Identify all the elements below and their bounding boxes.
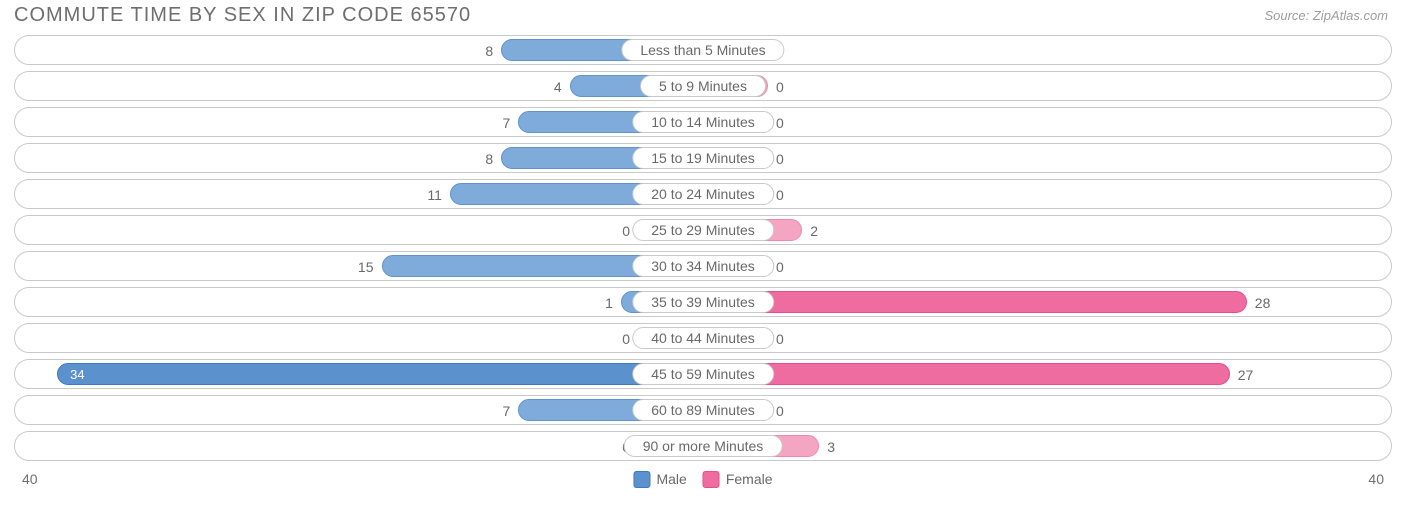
- male-value: 15: [358, 252, 374, 282]
- chart-header: Commute Time by Sex in Zip Code 65570 So…: [0, 0, 1406, 35]
- male-value: 11: [427, 180, 442, 210]
- female-value: 0: [776, 108, 784, 138]
- legend-female-label: Female: [726, 471, 773, 487]
- female-value: 0: [776, 72, 784, 102]
- male-value: 1: [605, 288, 613, 318]
- category-label: 45 to 59 Minutes: [632, 363, 774, 385]
- chart-area: Less than 5 Minutes805 to 9 Minutes4010 …: [0, 35, 1406, 461]
- chart-row: 25 to 29 Minutes0 2: [14, 215, 1392, 245]
- female-value: 0: [776, 252, 784, 282]
- female-value: 0: [776, 144, 784, 174]
- female-value: 3: [827, 432, 835, 462]
- female-value: 27: [1238, 360, 1254, 390]
- category-label: 15 to 19 Minutes: [632, 147, 774, 169]
- male-value: 0: [622, 324, 630, 354]
- chart-row: 10 to 14 Minutes 7 0: [14, 107, 1392, 137]
- axis-max-left: 40: [22, 471, 38, 487]
- male-value: 0: [622, 216, 630, 246]
- chart-row: 35 to 39 Minutes 1 28: [14, 287, 1392, 317]
- category-label: 5 to 9 Minutes: [640, 75, 766, 97]
- category-label: 25 to 29 Minutes: [632, 219, 774, 241]
- chart-source: Source: ZipAtlas.com: [1264, 8, 1388, 23]
- female-bar: [703, 363, 1230, 385]
- male-value: 34: [70, 360, 84, 390]
- category-label: 20 to 24 Minutes: [632, 183, 774, 205]
- chart-row: 30 to 34 Minutes 15 0: [14, 251, 1392, 281]
- chart-row: 45 to 59 Minutes 34 27: [14, 359, 1392, 389]
- category-label: 60 to 89 Minutes: [632, 399, 774, 421]
- male-value: 4: [554, 72, 562, 102]
- male-bar: [57, 363, 703, 385]
- chart-row: 20 to 24 Minutes 11 0: [14, 179, 1392, 209]
- chart-title: Commute Time by Sex in Zip Code 65570: [14, 4, 471, 27]
- legend-item-male: Male: [633, 471, 686, 488]
- female-value: 0: [776, 180, 784, 210]
- chart-footer: 40 Male Female 40: [0, 467, 1406, 491]
- chart-row: 40 to 44 Minutes0 0: [14, 323, 1392, 353]
- male-value: 8: [485, 36, 493, 66]
- category-label: 35 to 39 Minutes: [632, 291, 774, 313]
- female-bar: [703, 291, 1247, 313]
- category-label: 10 to 14 Minutes: [632, 111, 774, 133]
- female-value: 2: [810, 216, 818, 246]
- axis-max-right: 40: [1368, 471, 1384, 487]
- female-value: 28: [1255, 288, 1271, 318]
- legend: Male Female: [633, 471, 772, 488]
- female-value: 0: [776, 324, 784, 354]
- category-label: 90 or more Minutes: [624, 435, 783, 457]
- chart-row: 5 to 9 Minutes 4 0: [14, 71, 1392, 101]
- chart-row: Less than 5 Minutes80: [14, 35, 1392, 65]
- legend-item-female: Female: [703, 471, 773, 488]
- chart-row: 15 to 19 Minutes 8 0: [14, 143, 1392, 173]
- category-label: Less than 5 Minutes: [621, 39, 784, 61]
- chart-row: 90 or more Minutes03: [14, 431, 1392, 461]
- male-value: 8: [485, 144, 493, 174]
- male-swatch-icon: [633, 471, 650, 488]
- male-value: 7: [503, 396, 511, 426]
- legend-male-label: Male: [656, 471, 686, 487]
- chart-row: 60 to 89 Minutes 7 0: [14, 395, 1392, 425]
- female-swatch-icon: [703, 471, 720, 488]
- category-label: 40 to 44 Minutes: [632, 327, 774, 349]
- female-value: 0: [776, 396, 784, 426]
- male-value: 7: [503, 108, 511, 138]
- category-label: 30 to 34 Minutes: [632, 255, 774, 277]
